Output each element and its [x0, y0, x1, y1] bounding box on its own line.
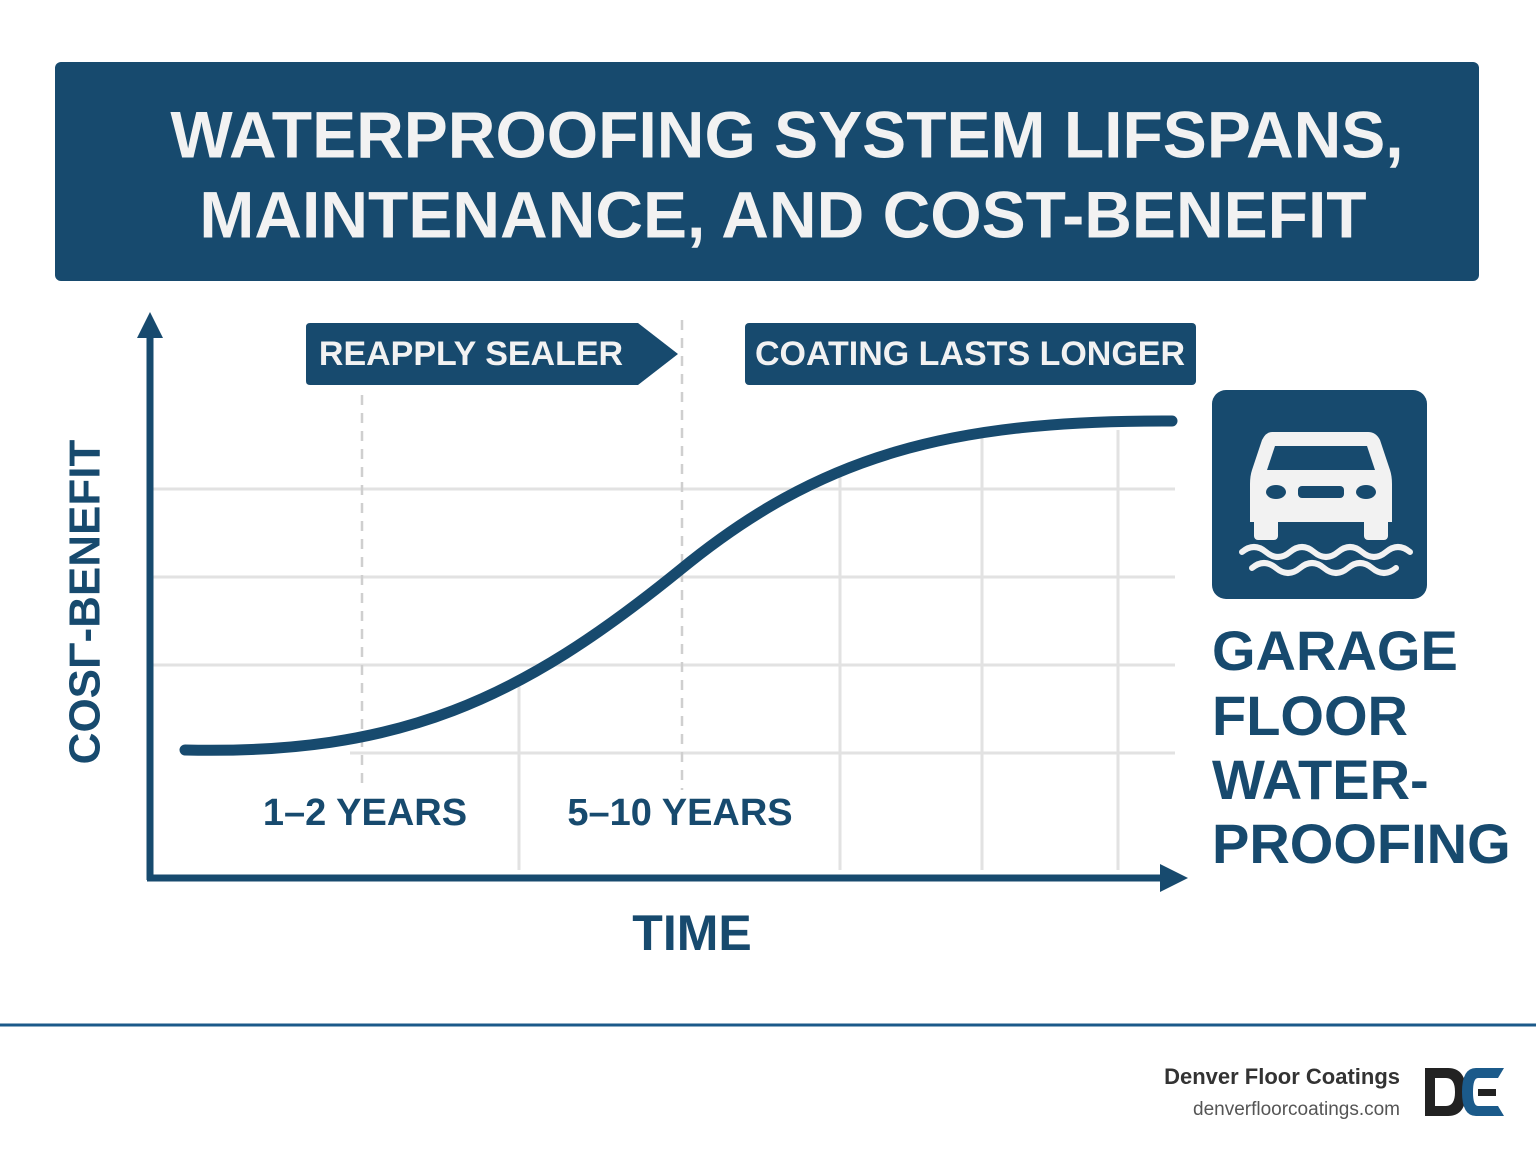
- grid: [150, 430, 1175, 870]
- callout-box: [745, 323, 1196, 385]
- period-label: 5–10 YEARS: [567, 792, 792, 834]
- callout-label: REAPPLY SEALER: [319, 335, 623, 373]
- period-label: 1–2 YEARS: [263, 792, 467, 834]
- callout-label: COATING LASTS LONGER: [755, 335, 1185, 373]
- side-title: WATER-: [1212, 748, 1429, 811]
- water-icon: [1239, 544, 1413, 576]
- x-axis-label: TIME: [632, 905, 751, 961]
- side-title: FLOOR: [1212, 684, 1408, 747]
- footer-website: denverfloorcoatings.com: [1193, 1099, 1400, 1120]
- title-line: WATERPROOFING SYSTEM LIFSPANS,: [170, 97, 1403, 171]
- benefit-curve: [179, 415, 1178, 756]
- title-banner: [55, 62, 1479, 281]
- callout-box: [306, 323, 678, 385]
- car-icon: [1250, 432, 1392, 540]
- period-markers: [360, 320, 684, 790]
- side-title: GARAGE: [1212, 619, 1458, 682]
- side-title: PROOFING: [1212, 812, 1511, 875]
- title-line: MAINTENANCE, AND COST-BENEFIT: [199, 177, 1366, 251]
- y-axis-label: COSΓ-BENEFIT: [61, 440, 110, 765]
- axes: [137, 312, 1188, 892]
- footer-company: Denver Floor Coatings: [1164, 1064, 1400, 1089]
- logo: [1425, 1068, 1504, 1116]
